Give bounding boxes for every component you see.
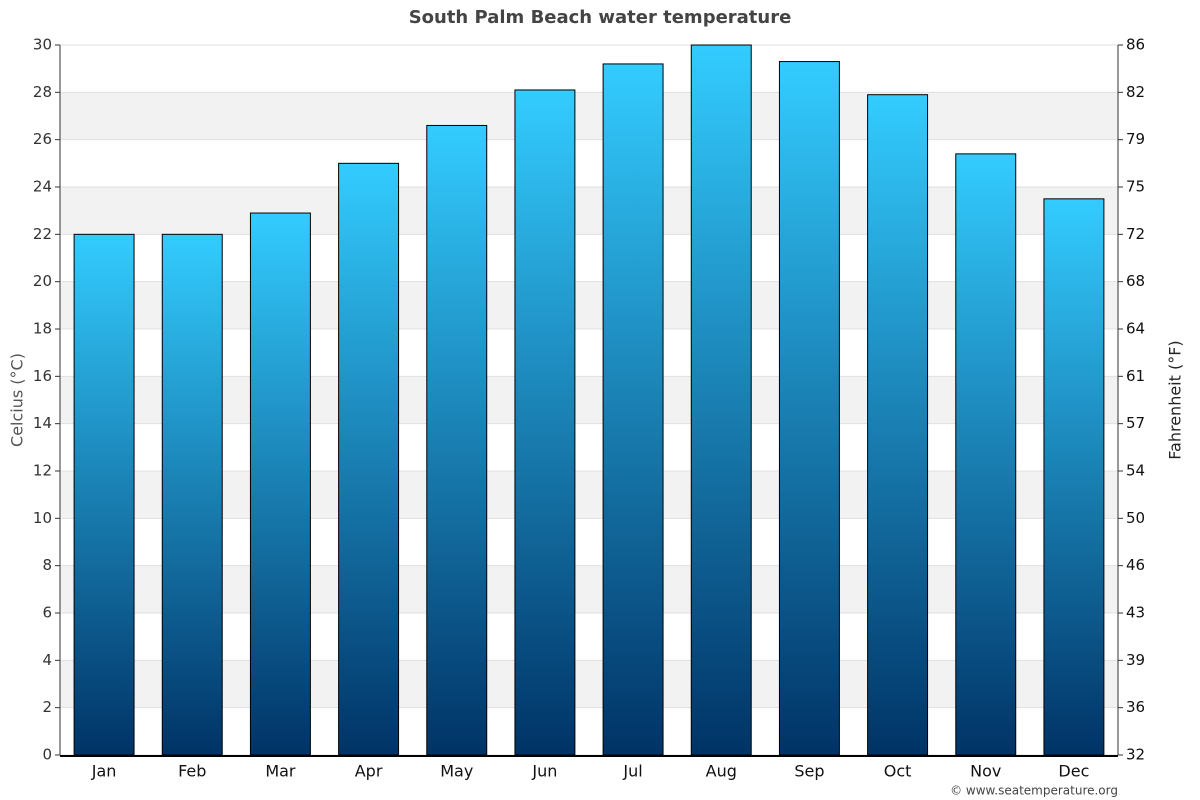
y-tick-label: 28 — [33, 83, 52, 101]
bar — [602, 63, 664, 756]
y2-tick-label: 72 — [1126, 225, 1145, 243]
y2-tick-label: 57 — [1126, 414, 1145, 432]
y2-tick-label: 36 — [1126, 698, 1145, 716]
y2-tick-label: 32 — [1126, 746, 1145, 764]
y2-tick-label: 43 — [1126, 604, 1145, 622]
bar — [690, 44, 752, 756]
x-tick-label: Jun — [531, 762, 557, 781]
bar — [161, 233, 223, 756]
bar — [1043, 198, 1105, 756]
x-tick-label: Jan — [91, 762, 117, 781]
y2-tick-label: 54 — [1126, 462, 1145, 480]
credit: © www.seatemperature.org — [950, 784, 1118, 798]
y-tick-label: 22 — [33, 225, 52, 243]
bar — [867, 94, 929, 756]
y-tick-label: 4 — [42, 651, 52, 669]
y2-tick-label: 75 — [1126, 178, 1145, 196]
y-tick-label: 8 — [42, 556, 52, 574]
y2-tick-label: 86 — [1126, 36, 1145, 54]
bar — [955, 153, 1017, 756]
x-tick-label: Oct — [884, 762, 912, 781]
y-tick-label: 6 — [42, 604, 52, 622]
y2-axis-title: Fahrenheit (°F) — [1166, 340, 1185, 459]
y2-tick-label: 64 — [1126, 320, 1145, 338]
bar — [249, 212, 311, 756]
y2-tick-label: 39 — [1126, 651, 1145, 669]
grid-band — [60, 281, 1118, 329]
grid-band — [60, 565, 1118, 613]
x-tick-label: Jul — [622, 762, 642, 781]
bar — [426, 124, 488, 756]
x-tick-label: Sep — [794, 762, 824, 781]
y-tick-label: 30 — [33, 36, 52, 54]
y-tick-label: 14 — [33, 414, 52, 432]
y-tick-label: 10 — [33, 509, 52, 527]
y-tick-label: 24 — [33, 178, 52, 196]
grid-band — [60, 660, 1118, 708]
y-tick-label: 12 — [33, 462, 52, 480]
y2-tick-label: 79 — [1126, 130, 1145, 148]
y2-tick-label: 61 — [1126, 367, 1145, 385]
y-tick-label: 0 — [42, 746, 52, 764]
bar — [338, 162, 400, 756]
y-tick-label: 2 — [42, 698, 52, 716]
grid-band — [60, 92, 1118, 140]
y2-tick-label: 46 — [1126, 556, 1145, 574]
y2-tick-label: 82 — [1126, 83, 1145, 101]
x-tick-label: Apr — [355, 762, 383, 781]
y-tick-label: 26 — [33, 130, 52, 148]
y-axis-title: Celcius (°C) — [8, 353, 27, 447]
y-tick-label: 18 — [33, 320, 52, 338]
x-tick-label: May — [440, 762, 473, 781]
chart-title: South Palm Beach water temperature — [409, 7, 792, 28]
y-tick-label: 20 — [33, 272, 52, 290]
bar — [514, 89, 576, 756]
grid-band — [60, 471, 1118, 519]
y2-tick-label: 50 — [1126, 509, 1145, 527]
y-tick-label: 16 — [33, 367, 52, 385]
grid-band — [60, 187, 1118, 235]
x-tick-label: Aug — [706, 762, 737, 781]
bar — [73, 233, 135, 756]
x-tick-label: Dec — [1058, 762, 1089, 781]
x-tick-label: Feb — [178, 762, 206, 781]
bar — [778, 61, 840, 756]
y2-tick-label: 68 — [1126, 272, 1145, 290]
grid-band — [60, 376, 1118, 424]
x-tick-label: Nov — [970, 762, 1001, 781]
x-tick-label: Mar — [265, 762, 296, 781]
